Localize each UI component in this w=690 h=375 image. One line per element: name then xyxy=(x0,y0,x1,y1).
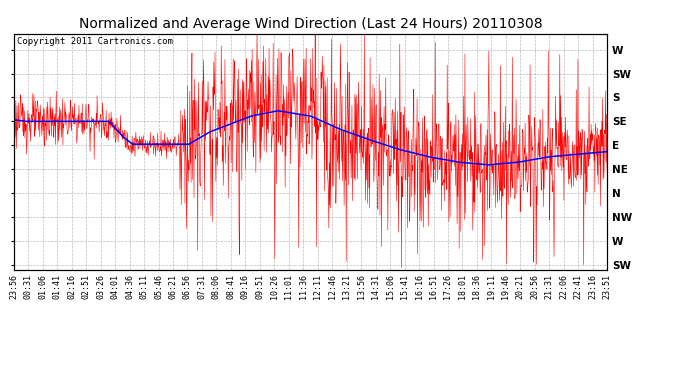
Title: Normalized and Average Wind Direction (Last 24 Hours) 20110308: Normalized and Average Wind Direction (L… xyxy=(79,17,542,31)
Text: Copyright 2011 Cartronics.com: Copyright 2011 Cartronics.com xyxy=(17,37,172,46)
